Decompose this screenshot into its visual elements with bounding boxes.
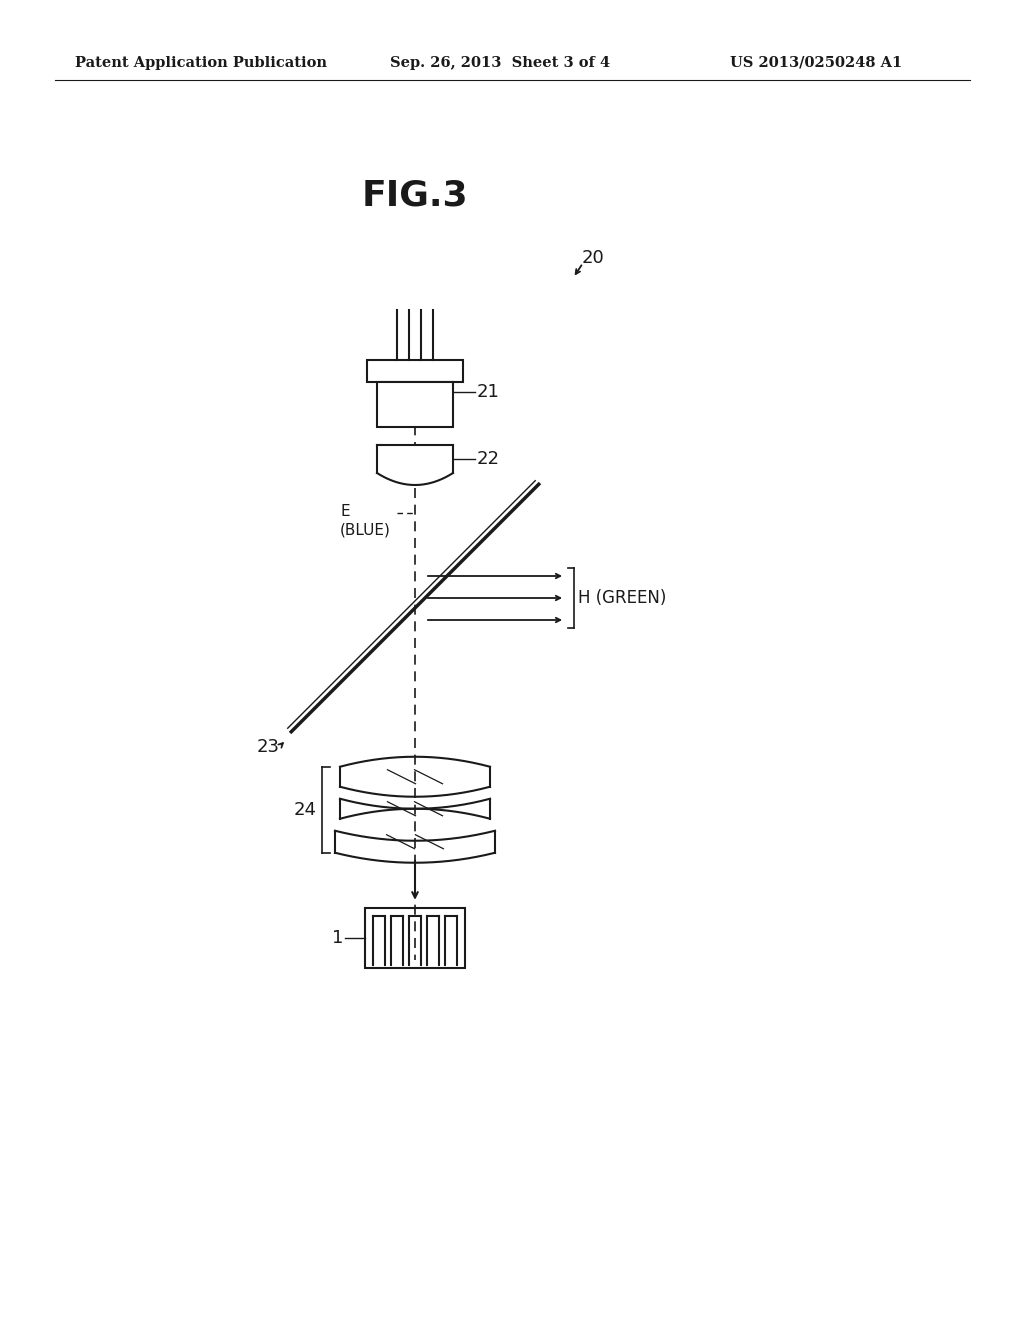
Text: Patent Application Publication: Patent Application Publication (75, 55, 327, 70)
Text: 1: 1 (332, 929, 343, 946)
Text: FIG.3: FIG.3 (361, 178, 468, 213)
Text: 24: 24 (294, 801, 317, 818)
Bar (365, 908, 465, 968)
Text: 20: 20 (582, 249, 605, 267)
Bar (367, 360, 463, 381)
Text: Sep. 26, 2013  Sheet 3 of 4: Sep. 26, 2013 Sheet 3 of 4 (390, 55, 610, 70)
Text: 21: 21 (477, 383, 500, 401)
Bar (377, 381, 453, 426)
Text: H (GREEN): H (GREEN) (578, 589, 667, 607)
Text: US 2013/0250248 A1: US 2013/0250248 A1 (730, 55, 902, 70)
Text: 22: 22 (477, 450, 500, 469)
Text: E
(BLUE): E (BLUE) (340, 504, 391, 537)
Text: 23: 23 (256, 738, 280, 756)
